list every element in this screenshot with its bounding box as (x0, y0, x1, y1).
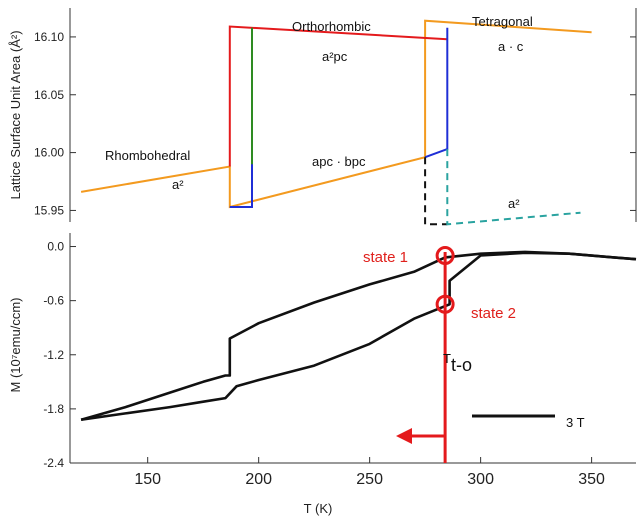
bottom-y-tick-label: -0.6 (43, 294, 64, 308)
state-2-marker (435, 294, 455, 314)
arrow-head (396, 428, 412, 444)
bottom-x-tick-label: 150 (134, 471, 161, 488)
top-y-tick-label: 16.00 (34, 146, 64, 160)
bottom-y-tick-label: 0.0 (47, 240, 64, 254)
bottom-y-axis-title: M (10⁷emu/ccm) (8, 298, 23, 393)
top-panel: 15.95 16.00 16.05 16.10 Lattice Surface Uni… (8, 8, 637, 226)
bottom-x-tick-label: 350 (578, 471, 605, 488)
top-series-orange (80, 19, 592, 209)
curve-label-apc2: a²pc (322, 49, 348, 64)
curve-label-a2-right: a² (508, 196, 520, 211)
bottom-x-tick-label: 200 (245, 471, 272, 488)
bottom-x-axis-title: T (K) (304, 501, 333, 516)
state-1-marker (435, 246, 455, 266)
top-y-tick-label: 16.05 (34, 88, 64, 102)
bottom-y-tick-label: -1.2 (43, 348, 64, 362)
transition-label-main: T (443, 351, 451, 366)
bottom-series-warming (80, 251, 637, 421)
bottom-series-cooling (80, 250, 637, 421)
transition-label: Tt-o (443, 351, 472, 375)
bottom-y-tick-label: -1.8 (43, 402, 64, 416)
top-series-black (424, 157, 448, 226)
phase-label-tetragonal: Tetragonal (472, 14, 533, 29)
top-series-teal (446, 149, 581, 226)
bottom-x-tick-label: 250 (356, 471, 383, 488)
state-1-label: state 1 (363, 249, 408, 266)
bottom-panel: 0.0 -0.6 -1.2 -1.8 -2.4 150 200 250 300 350 M (10… (8, 233, 637, 516)
top-series-blue (424, 27, 449, 159)
top-series-red (228, 25, 448, 167)
curve-label-a2-left: a² (172, 177, 184, 192)
state-2-label: state 2 (471, 305, 516, 322)
top-y-tick-label: 16.10 (34, 30, 64, 44)
curve-label-apc-bpc: apc · bpc (312, 154, 366, 169)
phase-label-orthorhombic: Orthorhombic (292, 19, 371, 34)
bottom-y-tick-label: -2.4 (43, 456, 64, 470)
top-y-tick-label: 15.95 (34, 203, 64, 217)
top-series-blue (229, 164, 253, 208)
curve-label-ac: a · c (498, 39, 524, 54)
transition-label-sub: t-o (451, 355, 472, 375)
top-y-axis-title: Lattice Surface Unit Area (Å²) (8, 30, 23, 199)
legend-label: 3 T (566, 415, 585, 430)
bottom-x-tick-label: 300 (467, 471, 494, 488)
phase-label-rhombohedral: Rhombohedral (105, 148, 190, 163)
